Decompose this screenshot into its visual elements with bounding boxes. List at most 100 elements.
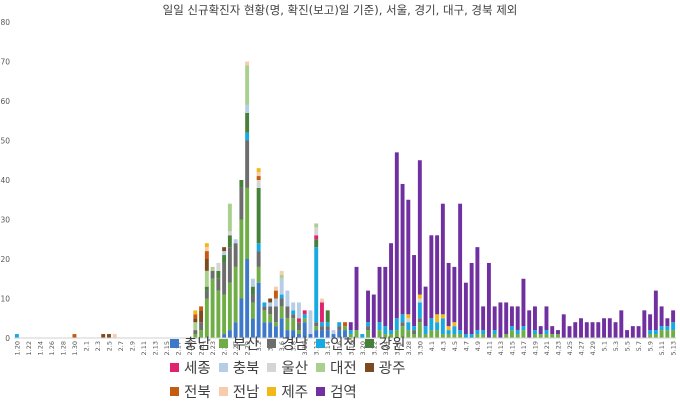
bar-segment	[204, 243, 209, 248]
legend-item: 제주	[267, 381, 308, 402]
bar-segment	[239, 180, 244, 188]
x-tick-label: 3.14	[324, 341, 332, 355]
bar-segment	[331, 330, 336, 335]
bar-segment	[556, 330, 560, 335]
bar-segment	[515, 306, 520, 331]
bar-segment	[337, 330, 342, 338]
bar-segment	[222, 334, 227, 338]
bar-segment	[469, 334, 474, 338]
bar-segment	[354, 330, 359, 338]
bar-segment	[245, 61, 250, 66]
bar-segment	[273, 322, 278, 327]
x-tick-label: 1.20	[13, 341, 21, 355]
bar-segment	[337, 326, 342, 331]
x-tick-label: 1.26	[48, 341, 56, 355]
bar-segment	[320, 326, 324, 331]
bar-segment	[199, 310, 204, 323]
y-axis: 0 10 20 30 40 50 60 70 80	[0, 18, 10, 343]
x-tick-label: 1.28	[59, 341, 67, 355]
bar-segment	[371, 294, 376, 338]
bar-segment	[579, 318, 583, 338]
bar-segment	[671, 310, 676, 323]
bar-segment	[573, 322, 578, 338]
bar-segment	[245, 187, 250, 259]
x-tick-label: 1.24	[36, 341, 44, 355]
legend-swatch	[267, 386, 277, 396]
bar-segment	[216, 278, 221, 291]
bar-segment	[107, 334, 111, 338]
bar-segment	[648, 334, 653, 338]
bar-segment	[296, 302, 301, 319]
legend-swatch	[316, 338, 326, 348]
legend-label: 충남	[184, 336, 211, 353]
x-tick-label: 4.1	[428, 341, 436, 351]
bar-segment	[446, 334, 451, 338]
y-tick-label: 40	[0, 176, 10, 185]
bar-segment	[279, 298, 284, 307]
bar-segment	[199, 306, 204, 311]
legend-swatch	[267, 362, 277, 372]
bar-segment	[504, 334, 509, 338]
y-tick-label: 70	[0, 58, 10, 67]
legend-swatch	[267, 338, 277, 348]
x-tick-label: 5.9	[647, 341, 655, 351]
bar-segment	[256, 243, 261, 252]
bar-segment	[222, 294, 227, 335]
bar-segment	[452, 266, 457, 323]
x-tick-label: 3.22	[370, 341, 378, 355]
bar-segment	[556, 334, 560, 338]
bar-segment	[256, 176, 261, 180]
bar-segment	[256, 251, 261, 267]
bar-segment	[314, 330, 319, 338]
bar-segment	[440, 318, 445, 335]
bar-segment	[446, 330, 451, 335]
x-tick-label: 3.20	[359, 341, 367, 355]
legend-label: 전북	[184, 384, 211, 401]
x-tick-label: 3.30	[416, 341, 424, 355]
x-tick-label: 5.3	[612, 341, 620, 351]
x-tick-label: 2.27	[232, 341, 240, 355]
bar-segment	[377, 266, 382, 323]
bar-segment	[544, 306, 549, 331]
x-tick-label: 3.24	[382, 341, 390, 355]
bar-segment	[291, 318, 296, 331]
x-tick-label: 4.21	[543, 341, 551, 355]
x-tick-label: 4.29	[589, 341, 597, 355]
x-tick-label: 4.9	[474, 341, 482, 351]
bar-segment	[314, 322, 319, 327]
legend-swatch	[170, 386, 179, 396]
bar-segment	[279, 318, 284, 338]
bar-segment	[268, 314, 273, 323]
bar-segment	[291, 302, 296, 311]
bar-segment	[429, 235, 434, 319]
bar-segment	[440, 314, 445, 319]
bar-segment	[245, 132, 250, 141]
bar-segment	[509, 326, 514, 331]
bar-segment	[492, 330, 497, 335]
bar-segment	[423, 286, 428, 327]
bar-segment	[273, 290, 278, 299]
y-tick-label: 60	[0, 97, 10, 106]
legend-label: 인천	[330, 336, 357, 353]
legend-item: 충북	[218, 357, 259, 378]
bar-segment	[250, 278, 255, 287]
bar-segment	[550, 334, 555, 338]
bar-segment	[636, 326, 641, 338]
bar-segment	[521, 278, 526, 327]
bar-segment	[279, 274, 284, 279]
bar-segment	[112, 334, 117, 338]
legend-label: 광주	[378, 360, 406, 377]
bar-segment	[204, 247, 209, 252]
bar-segment	[325, 326, 330, 331]
bar-segment	[250, 318, 255, 338]
bar-segment	[268, 322, 273, 338]
legend-swatch	[170, 362, 179, 372]
bar-segment	[348, 322, 353, 331]
bar-segment	[199, 330, 204, 338]
bar-segment	[481, 306, 486, 331]
bar-segment	[279, 306, 284, 319]
bar-segment	[360, 334, 365, 338]
legend-label: 전남	[232, 384, 260, 401]
x-tick-label: 4.19	[531, 341, 539, 355]
bar-segment	[256, 282, 261, 338]
